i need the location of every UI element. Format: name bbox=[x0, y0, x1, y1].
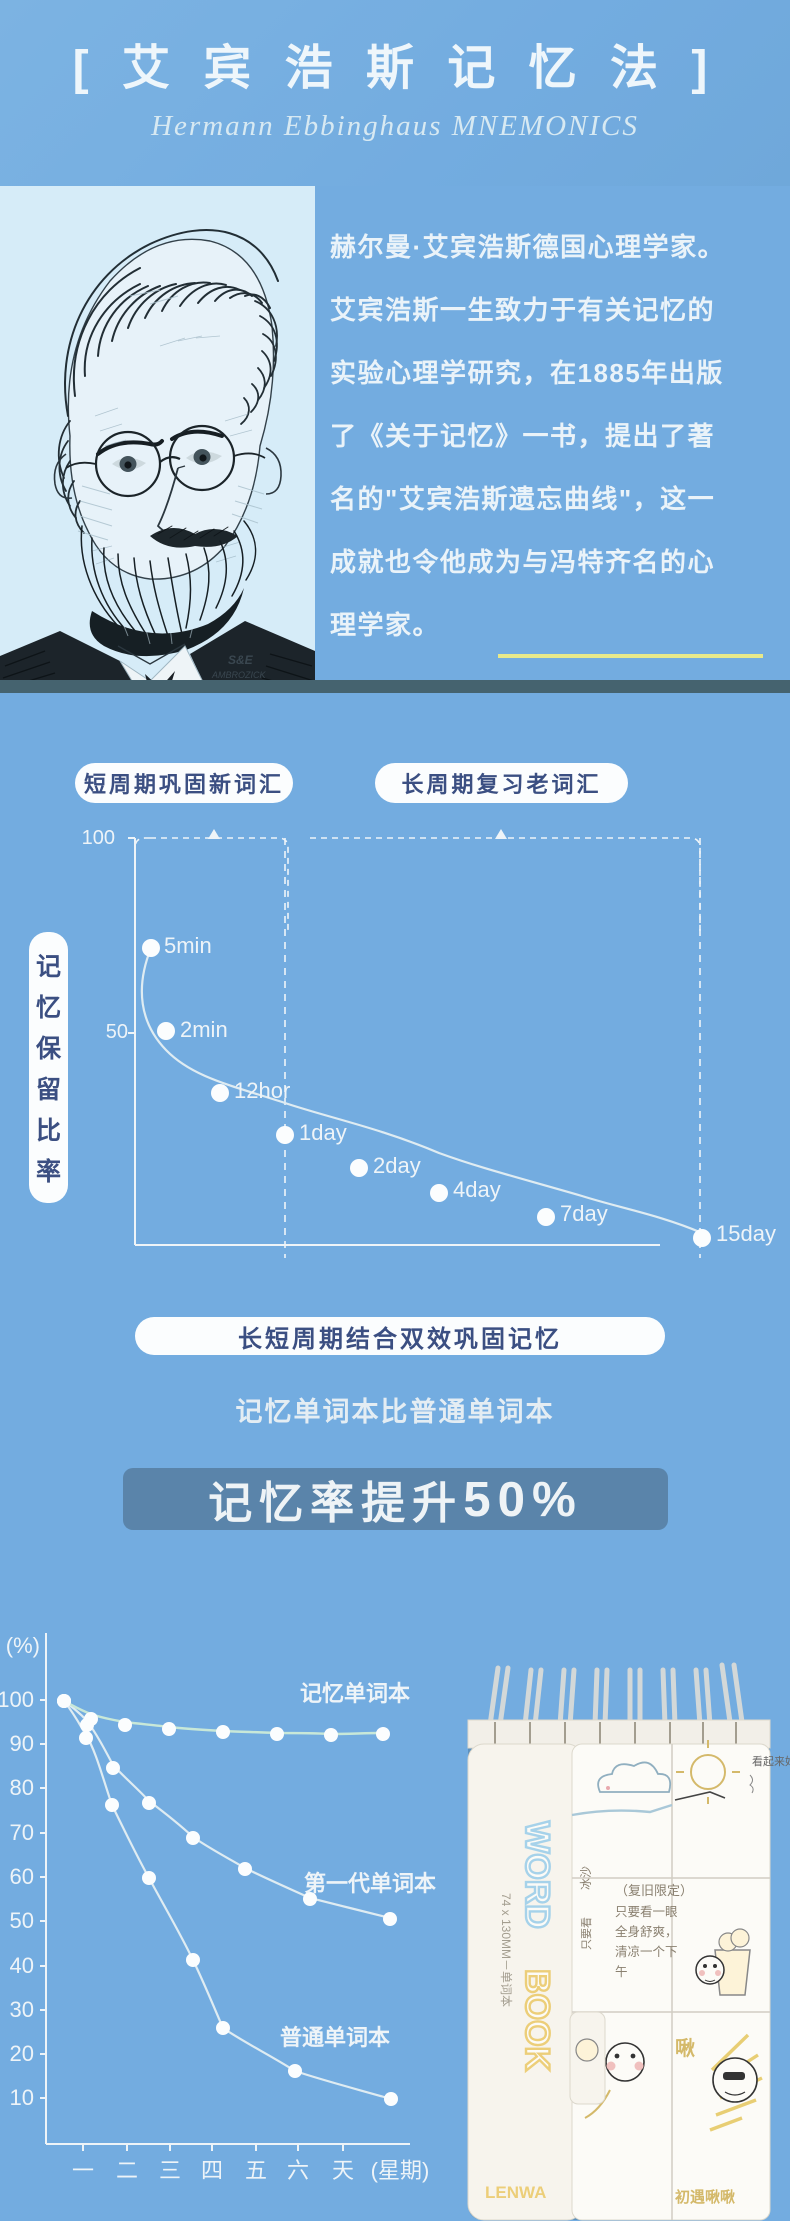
svg-text:AMBROZICK: AMBROZICK bbox=[211, 670, 267, 680]
svg-text:只要看一眼: 只要看一眼 bbox=[615, 1905, 678, 1919]
svg-text:（复旧限定）: （复旧限定） bbox=[615, 1883, 693, 1898]
svg-text:全身舒爽，: 全身舒爽， bbox=[615, 1924, 678, 1939]
svg-text:80: 80 bbox=[10, 1775, 34, 1800]
svg-text:20: 20 bbox=[10, 2041, 34, 2066]
svg-text:普通单词本: 普通单词本 bbox=[280, 2025, 390, 2050]
svg-text:(%): (%) bbox=[6, 1633, 40, 1658]
svg-text:冰沙: 冰沙 bbox=[579, 1866, 593, 1890]
svg-text:WORD: WORD bbox=[518, 1821, 556, 1929]
svg-text:40: 40 bbox=[10, 1953, 34, 1978]
svg-text:1day: 1day bbox=[299, 1120, 347, 1145]
svg-text:六: 六 bbox=[287, 2158, 309, 2183]
svg-text:三: 三 bbox=[159, 2158, 181, 2183]
svg-text:天: 天 bbox=[332, 2158, 354, 2183]
svg-text:第一代单词本: 第一代单词本 bbox=[304, 1871, 436, 1896]
svg-text:74 x 130MM－单词本: 74 x 130MM－单词本 bbox=[499, 1893, 513, 2007]
svg-text:一: 一 bbox=[72, 2158, 94, 2183]
svg-text:30: 30 bbox=[10, 1997, 34, 2022]
svg-text:70: 70 bbox=[10, 1820, 34, 1845]
svg-text:5min: 5min bbox=[164, 933, 212, 958]
svg-text:2day: 2day bbox=[373, 1153, 421, 1178]
svg-text:100: 100 bbox=[0, 1687, 34, 1712]
svg-text:四: 四 bbox=[201, 2158, 223, 2183]
svg-text:7day: 7day bbox=[560, 1201, 608, 1226]
svg-text:60: 60 bbox=[10, 1864, 34, 1889]
svg-text:清凉一个下: 清凉一个下 bbox=[615, 1944, 678, 1959]
svg-text:4day: 4day bbox=[453, 1177, 501, 1202]
svg-text:12hor: 12hor bbox=[234, 1078, 290, 1103]
svg-text:初遇啾啾: 初遇啾啾 bbox=[675, 2188, 735, 2206]
svg-text:啾: 啾 bbox=[675, 2037, 695, 2060]
svg-text:只要看: 只要看 bbox=[579, 1917, 593, 1950]
svg-text:看起来好: 看起来好 bbox=[752, 1754, 790, 1768]
svg-text:100: 100 bbox=[82, 827, 115, 849]
svg-text:BOOK: BOOK bbox=[518, 1969, 556, 2071]
svg-text:2min: 2min bbox=[180, 1017, 228, 1042]
svg-text:15day: 15day bbox=[716, 1221, 776, 1246]
svg-text:五: 五 bbox=[245, 2158, 267, 2183]
svg-text:50: 50 bbox=[10, 1908, 34, 1933]
svg-text:90: 90 bbox=[10, 1731, 34, 1756]
svg-text:LENWA: LENWA bbox=[485, 2183, 546, 2202]
svg-text:记忆单词本: 记忆单词本 bbox=[300, 1681, 410, 1706]
svg-text:二: 二 bbox=[116, 2158, 138, 2183]
svg-text:50: 50 bbox=[106, 1021, 128, 1043]
svg-text:10: 10 bbox=[10, 2085, 34, 2110]
svg-text:午: 午 bbox=[615, 1965, 628, 1979]
svg-text:S&E: S&E bbox=[228, 653, 254, 667]
svg-text:(星期): (星期) bbox=[371, 2158, 430, 2183]
